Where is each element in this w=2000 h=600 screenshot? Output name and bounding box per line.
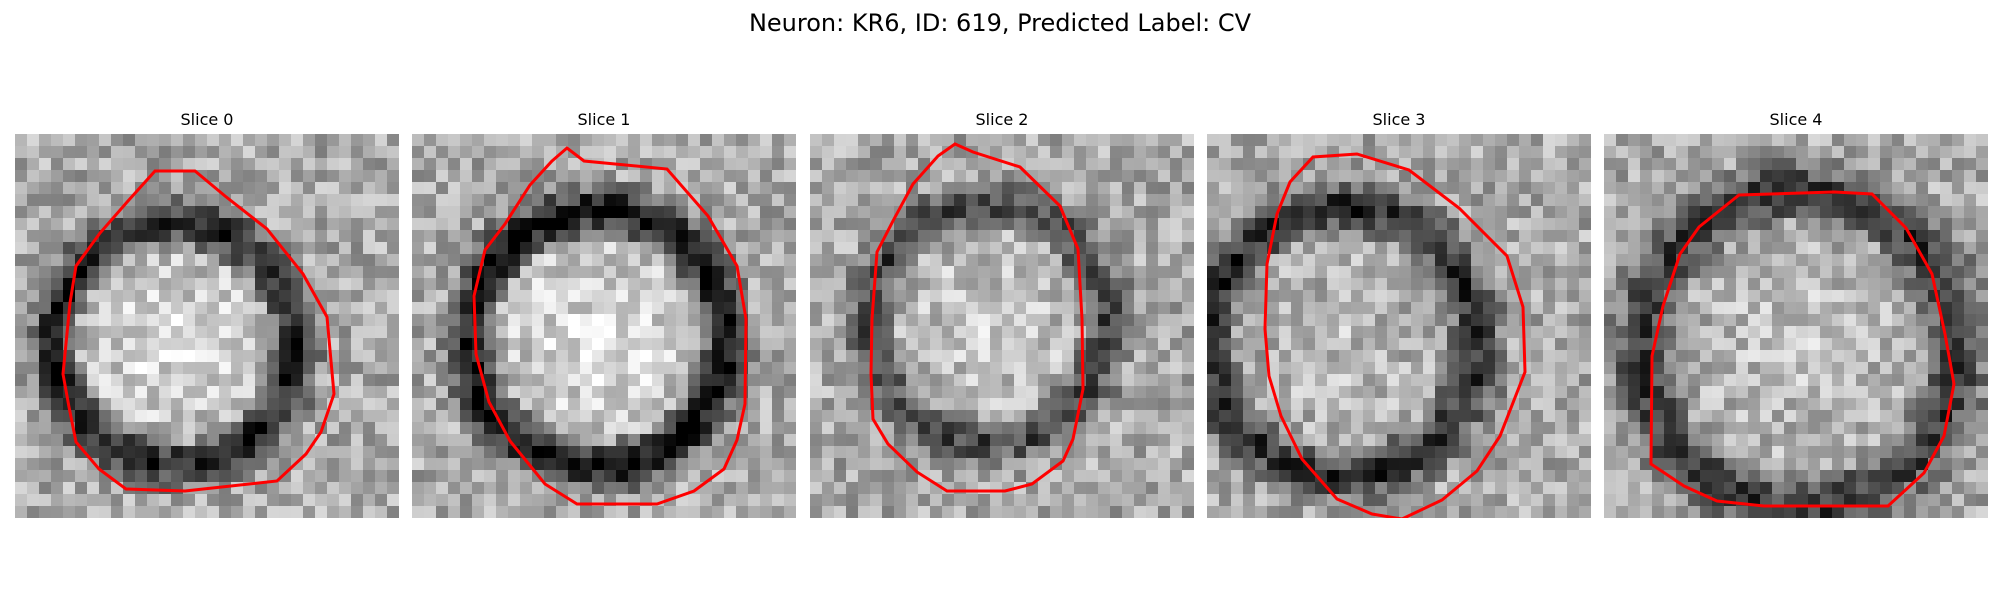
slice-image-4 xyxy=(1604,134,1988,518)
slice-3-pixel-grid xyxy=(1207,134,1591,518)
slice-panel-1: Slice 1 xyxy=(412,108,796,518)
slice-2-contour xyxy=(869,142,1085,493)
slice-1-pixel-grid xyxy=(412,134,796,518)
slice-2-pixel-grid xyxy=(810,134,1194,518)
figure-title: Neuron: KR6, ID: 619, Predicted Label: C… xyxy=(748,9,1252,37)
slice-0-pixel-grid xyxy=(15,134,399,518)
slice-4-pixel-grid xyxy=(1604,134,1988,518)
slice-title-0: Slice 0 xyxy=(180,110,234,129)
slice-title-4: Slice 4 xyxy=(1769,110,1823,129)
slice-image-0 xyxy=(15,134,399,518)
slice-4-contour xyxy=(1649,190,1956,508)
slice-image-2 xyxy=(810,134,1194,518)
slice-panel-2: Slice 2 xyxy=(810,108,1194,518)
slice-image-3 xyxy=(1207,134,1591,518)
slice-panel-4: Slice 4 xyxy=(1604,108,1988,518)
slice-panel-3: Slice 3 xyxy=(1207,108,1591,518)
slice-title-2: Slice 2 xyxy=(975,110,1029,129)
slice-title-1: Slice 1 xyxy=(577,110,631,129)
slice-image-1 xyxy=(412,134,796,518)
slice-panel-0: Slice 0 xyxy=(15,108,399,518)
slice-3-contour xyxy=(1263,152,1527,518)
slice-1-contour xyxy=(472,146,748,506)
slice-title-3: Slice 3 xyxy=(1372,110,1426,129)
slice-0-contour xyxy=(61,169,336,493)
